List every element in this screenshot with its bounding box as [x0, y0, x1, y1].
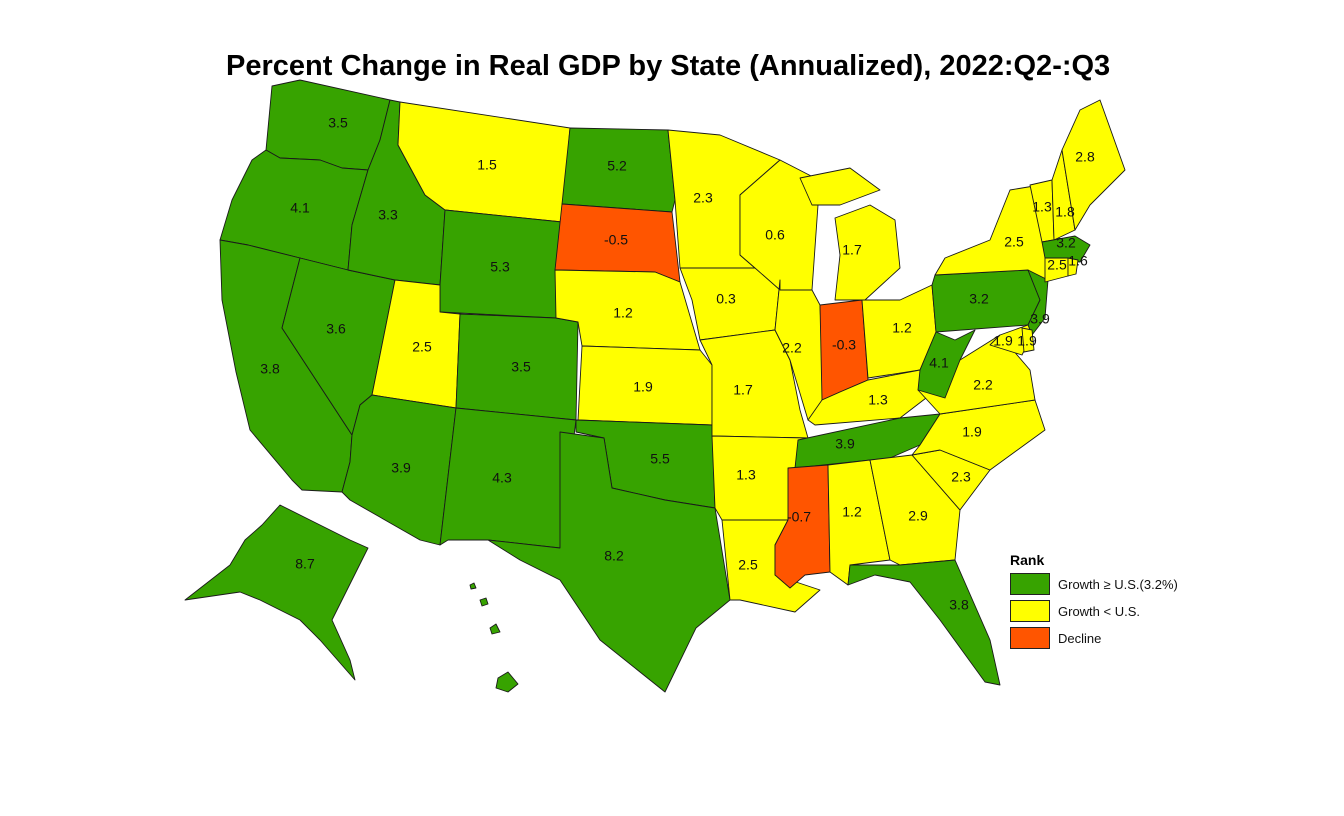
state-value-me: 2.8: [1075, 149, 1095, 165]
legend-item-growth-ge-us: Growth ≥ U.S.(3.2%): [1010, 573, 1178, 595]
state-wy: [439, 209, 563, 319]
state-value-in: -0.3: [832, 337, 856, 353]
state-value-sd: -0.5: [604, 232, 628, 248]
state-value-sc: 2.3: [951, 469, 971, 485]
state-value-ma: 3.2: [1056, 235, 1076, 251]
legend-swatch-decline: [1010, 627, 1050, 649]
state-value-co: 3.5: [511, 359, 531, 375]
state-value-ny: 2.5: [1004, 234, 1024, 250]
legend-swatch-growth-ge-us: [1010, 573, 1050, 595]
legend-item-decline: Decline: [1010, 627, 1178, 649]
state-value-ut: 2.5: [412, 339, 432, 355]
state-value-wi: 0.6: [765, 227, 785, 243]
state-value-ky: 1.3: [868, 392, 888, 408]
state-me: [1061, 99, 1126, 231]
state-hi: [469, 582, 519, 693]
state-value-il: 2.2: [782, 340, 802, 356]
state-value-or: 4.1: [290, 200, 310, 216]
state-value-nd: 5.2: [607, 158, 627, 174]
legend-title: Rank: [1010, 552, 1045, 568]
state-value-mi: 1.7: [842, 242, 862, 258]
state-value-wy: 5.3: [490, 259, 510, 275]
state-ma: [1041, 235, 1091, 263]
map-title: Percent Change in Real GDP by State (Ann…: [226, 50, 1111, 82]
state-value-id: 3.3: [378, 207, 398, 223]
state-mi: [799, 167, 901, 301]
state-value-ar: 1.3: [736, 467, 756, 483]
state-value-pa: 3.2: [969, 291, 989, 307]
state-value-ks: 1.9: [633, 379, 653, 395]
state-value-ga: 2.9: [908, 508, 928, 524]
state-value-nm: 4.3: [492, 470, 512, 486]
map-legend: Rank Growth ≥ U.S.(3.2%) Growth < U.S. D…: [1010, 552, 1178, 654]
state-ak: [184, 504, 369, 681]
state-value-ca: 3.8: [260, 361, 280, 377]
state-value-ct: 2.5: [1047, 257, 1067, 273]
state-value-al: 1.2: [842, 504, 862, 520]
state-value-mt: 1.5: [477, 157, 497, 173]
state-value-la: 2.5: [738, 557, 758, 573]
state-value-wa: 3.5: [328, 115, 348, 131]
states-layer: [184, 79, 1126, 693]
state-value-ms: -0.7: [787, 509, 811, 525]
legend-label-growth-ge-us: Growth ≥ U.S.(3.2%): [1058, 576, 1178, 592]
labels-layer: 3.5 4.1 3.8 3.6 3.3 1.5 5.3 2.5 3.9 3.5 4.3 5.2 -0.5…: [260, 115, 1095, 613]
legend-swatch-growth-lt-us: [1010, 600, 1050, 622]
state-value-az: 3.9: [391, 460, 411, 476]
state-value-nj: 3.9: [1030, 311, 1050, 327]
state-value-nh: 1.8: [1055, 204, 1075, 220]
state-tx: [487, 431, 731, 693]
state-de: [1021, 327, 1035, 353]
legend-label-decline: Decline: [1058, 630, 1102, 646]
legend-label-growth-lt-us: Growth < U.S.: [1058, 603, 1140, 619]
state-value-md: 1.9: [993, 333, 1013, 349]
legend-item-growth-lt-us: Growth < U.S.: [1010, 600, 1178, 622]
state-value-ia: 0.3: [716, 291, 736, 307]
state-value-ri: 1.6: [1068, 253, 1088, 269]
state-fl: [847, 559, 1001, 686]
state-ri: [1067, 257, 1079, 277]
state-value-ok: 5.5: [650, 451, 670, 467]
state-value-tn: 3.9: [835, 436, 855, 452]
state-value-fl: 3.8: [949, 597, 969, 613]
state-value-nc: 1.9: [962, 424, 982, 440]
state-value-de: 1.9: [1017, 333, 1037, 349]
state-value-ne: 1.2: [613, 305, 633, 321]
state-wv: [917, 329, 976, 399]
state-value-tx: 8.2: [604, 548, 624, 564]
state-value-mn: 2.3: [693, 190, 713, 206]
state-value-oh: 1.2: [892, 320, 912, 336]
state-value-mo: 1.7: [733, 382, 753, 398]
state-value-nv: 3.6: [326, 321, 346, 337]
state-value-vt: 1.3: [1032, 199, 1052, 215]
state-value-wv: 4.1: [929, 355, 949, 371]
state-value-va: 2.2: [973, 377, 993, 393]
state-co: [455, 313, 579, 421]
state-nd: [561, 127, 676, 213]
state-value-ak: 8.7: [295, 556, 315, 572]
